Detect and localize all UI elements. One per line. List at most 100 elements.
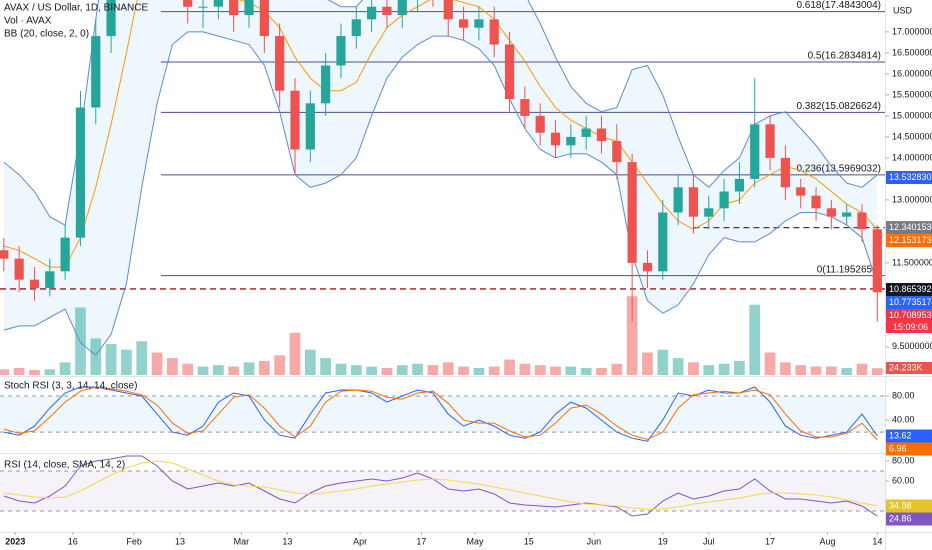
candle-body <box>244 0 254 16</box>
price-badge <box>886 512 932 526</box>
x-tick-label: Jul <box>703 536 715 546</box>
candle-body <box>397 0 407 16</box>
candle-body <box>229 0 239 16</box>
volume-bar <box>167 358 178 375</box>
candle-body <box>596 128 607 142</box>
candle-body <box>734 178 745 192</box>
candle-body <box>75 107 86 238</box>
volume-bar <box>519 363 531 375</box>
candle-body <box>857 212 867 230</box>
axis-unit: USD <box>893 5 913 15</box>
y-tick-label: 13.0000000 <box>892 194 932 204</box>
x-tick-label: Jun <box>587 536 602 546</box>
volume-bar <box>350 365 362 375</box>
candle-body <box>458 19 469 28</box>
candle-body <box>719 191 729 209</box>
legend-entry: BB (20, close, 2, 0) <box>4 29 89 40</box>
price-badge-label: 24.86 <box>889 513 912 523</box>
volume-bar <box>856 363 868 375</box>
candle-body <box>60 237 70 272</box>
candle-body <box>183 0 193 7</box>
candle-body <box>321 65 331 104</box>
x-tick-label: 17 <box>416 536 426 546</box>
indicator-line <box>3 460 878 510</box>
volume-bar <box>458 366 469 375</box>
candle-body <box>842 212 852 217</box>
x-tick-label: 19 <box>658 536 668 546</box>
price-badge <box>886 429 932 443</box>
fib-label: 0.618(17.4843004) <box>796 0 881 11</box>
axes: 17.0000000 16.5000000 16.0000000 15.5000000… <box>5 26 932 546</box>
y-tick-label: 15.0000000 <box>892 110 932 120</box>
volume-bar <box>29 369 40 375</box>
candle-body <box>627 162 637 263</box>
price-badge-label: 10.8653925 <box>889 284 932 294</box>
volume-bar <box>274 355 286 375</box>
candle-body <box>566 136 576 146</box>
x-tick-label: Feb <box>126 536 142 546</box>
price-badge <box>886 309 932 323</box>
candle-body <box>750 124 760 179</box>
volume-bar <box>534 365 546 375</box>
volume-bar <box>197 366 209 375</box>
candle-body <box>658 212 668 272</box>
candle-body <box>489 19 499 45</box>
price-badge-label: 34.98 <box>889 500 912 510</box>
price-badge <box>886 442 932 456</box>
y-tick-label: 16.5000000 <box>892 47 932 57</box>
price-badge <box>886 221 932 235</box>
candle-body <box>91 36 101 108</box>
price-badge-label: 10.7735174 <box>889 297 932 307</box>
bb-upper <box>3 0 878 226</box>
price-pane: 0.618(17.4843004) 0.5(16.2834814) 0.382(15… <box>0 0 885 375</box>
candle-body <box>213 0 223 7</box>
candle-body <box>673 187 683 213</box>
volume-bar <box>151 352 163 375</box>
band-fill <box>0 396 885 433</box>
x-tick-label: 15 <box>524 536 534 546</box>
bb-basis <box>3 0 878 268</box>
y-tick-label: 80.00 <box>892 390 915 400</box>
volume-bar <box>0 369 10 375</box>
volume-bar <box>44 369 56 375</box>
volume-bar <box>795 365 807 375</box>
volume-bar <box>304 349 316 375</box>
volume-bar <box>213 365 224 375</box>
candle-body <box>811 195 821 209</box>
candle-body <box>535 115 545 133</box>
volume-bar <box>427 365 439 375</box>
volume-bar <box>841 367 853 375</box>
candle-body <box>520 99 530 116</box>
x-tick-label: 16 <box>68 536 78 546</box>
candle-body <box>0 250 9 259</box>
candle-body <box>872 229 882 293</box>
candle-body <box>796 187 806 196</box>
x-tick-label: Mar <box>234 536 250 546</box>
volume-bar <box>75 307 86 375</box>
x-tick-label: 13 <box>175 536 185 546</box>
price-badge-label: 12.3401533 <box>889 222 932 232</box>
price-badge <box>886 283 932 297</box>
volume-badge-label: 24.233K <box>889 362 923 372</box>
volume-bar <box>580 367 592 375</box>
fib-label: 0.5(16.2834814) <box>808 51 881 62</box>
volume-bar <box>442 362 454 375</box>
volume-bar <box>473 367 485 375</box>
y-tick-label: 9.5000000 <box>892 341 932 351</box>
price-badge <box>886 499 932 513</box>
volume-bar <box>565 366 577 375</box>
volume-bar <box>488 366 500 375</box>
candle-body <box>275 36 285 91</box>
candle-body <box>351 19 361 37</box>
y-tick-label: 60.00 <box>892 475 915 485</box>
candle-body <box>45 271 55 289</box>
stoch-pane <box>0 386 885 442</box>
fib-label: 0.236(13.5969032) <box>796 163 881 174</box>
volume-bar <box>243 362 255 375</box>
y-tick-label: 14.0000000 <box>892 152 932 162</box>
candle-body <box>443 0 453 20</box>
volume-bar <box>182 363 194 375</box>
volume-bar <box>136 341 148 375</box>
y-tick-label: 14.5000000 <box>892 131 932 141</box>
